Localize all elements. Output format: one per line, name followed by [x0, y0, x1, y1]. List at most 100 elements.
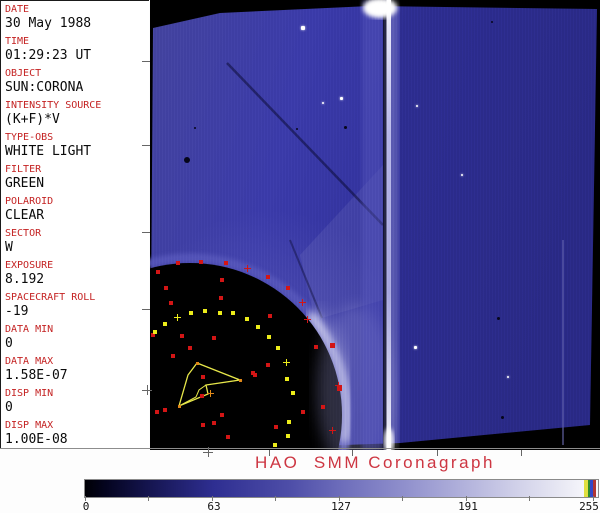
dust-speck	[184, 157, 190, 163]
diagonal-shadow-2	[289, 239, 323, 319]
roi-vertex-dot	[238, 378, 242, 382]
calibration-dot-yellow	[153, 330, 157, 334]
calibration-dot-red	[163, 408, 167, 412]
colorbar-tick-label: 191	[458, 500, 478, 513]
calibration-dot-yellow	[267, 335, 271, 339]
calibration-cross-yellow	[176, 313, 178, 321]
calibration-dot-yellow	[203, 309, 207, 313]
colorbar-tick-label: 255	[579, 500, 599, 513]
calibration-dot-yellow	[276, 346, 280, 350]
metadata-value: WHITE LIGHT	[5, 144, 92, 159]
colorbar-gradient	[85, 480, 598, 497]
metadata-label: SECTOR	[5, 228, 42, 239]
colorbar-major-tick	[339, 496, 340, 501]
dust-speck	[296, 128, 298, 130]
metadata-panel: DATE 30 May 1988 TIME 01:29:23 UT OBJECT SUN:…	[0, 0, 149, 448]
roi-vertex-dot	[177, 404, 181, 408]
calibration-dot-yellow	[256, 325, 260, 329]
intensity-colorbar	[84, 479, 599, 498]
colorbar-major-tick	[85, 496, 86, 501]
metadata-label: INTENSITY SOURCE	[5, 100, 102, 111]
colorbar-major-tick	[466, 496, 467, 501]
dust-speck	[194, 127, 196, 129]
metadata-value: SUN:CORONA	[5, 80, 84, 95]
yellow-stripe	[584, 480, 588, 497]
coronagraph-field	[150, 0, 597, 450]
metadata-field: SECTOR W	[5, 227, 149, 259]
metadata-field: POLAROID CLEAR	[5, 195, 149, 227]
fiducial-tick-left	[142, 145, 150, 146]
right-shade	[400, 6, 597, 443]
calibration-dot-red	[164, 286, 168, 290]
metadata-value: 30 May 1988	[5, 16, 92, 31]
calibration-dot-yellow	[286, 434, 290, 438]
colorbar-tick-label: 63	[207, 500, 221, 513]
colorbar-minor-tick	[529, 496, 530, 501]
metadata-label: DATA MAX	[5, 356, 54, 367]
calibration-cross-red	[306, 315, 308, 323]
metadata-label: OBJECT	[5, 68, 42, 79]
calibration-dot-red	[251, 371, 255, 375]
calibration-dot-red	[212, 336, 216, 340]
star-point	[301, 26, 305, 30]
colorbar-major-tick	[593, 496, 594, 501]
calibration-dot-red	[336, 385, 342, 391]
calibration-dot-red	[286, 286, 290, 290]
calibration-dot-red	[169, 301, 173, 305]
roi-polygon-inner-line	[178, 384, 207, 407]
calibration-dot-red	[220, 278, 224, 282]
metadata-field: DATE 30 May 1988	[5, 3, 149, 35]
metadata-value: 1.58E-07	[5, 368, 68, 383]
faint-column	[562, 240, 564, 445]
star-point	[322, 102, 324, 104]
fiducial-cross-left	[146, 385, 148, 395]
calibration-cross-yellow	[285, 358, 287, 366]
coronagraph-image	[150, 0, 600, 450]
colorbar-minor-tick	[402, 496, 403, 501]
metadata-value: W	[5, 240, 13, 255]
calibration-dot-yellow	[245, 317, 249, 321]
occulter-disk	[150, 263, 342, 450]
calibration-cross-red	[331, 426, 333, 434]
calibration-dot-red	[314, 345, 318, 349]
metadata-value: GREEN	[5, 176, 45, 191]
calibration-dot-red	[201, 375, 205, 379]
metadata-field: DATA MAX 1.58E-07	[5, 355, 149, 387]
calibration-dot-yellow	[273, 443, 277, 447]
colorbar-minor-tick	[148, 496, 149, 501]
metadata-value: CLEAR	[5, 208, 45, 223]
calibration-dot-yellow	[285, 377, 289, 381]
calibration-dot-red	[329, 342, 335, 348]
calibration-dot-red	[171, 354, 175, 358]
pylon-bottom-blob	[384, 428, 394, 450]
calibration-dot-red	[268, 314, 272, 318]
calibration-dot-red	[274, 425, 278, 429]
fiducial-tick-bottom	[437, 450, 438, 456]
fiducial-cross-bottom	[207, 447, 209, 457]
metadata-value: 01:29:23 UT	[5, 48, 92, 63]
calibration-dot-red	[155, 410, 159, 414]
calibration-cross-red	[337, 381, 339, 389]
fiducial-tick-left	[142, 309, 150, 310]
colorbar-major-tick	[212, 496, 213, 501]
calibration-dot-red	[220, 413, 224, 417]
pylon-dark-line	[383, 0, 387, 450]
metadata-label: DATE	[5, 4, 30, 15]
metadata-value: 0	[5, 400, 13, 415]
fiducial-tick-left	[142, 232, 150, 233]
calibration-dot-red	[253, 373, 257, 377]
metadata-field: OBJECT SUN:CORONA	[5, 67, 149, 99]
metadata-field: EXPOSURE 8.192	[5, 259, 149, 291]
calibration-dot-red	[188, 346, 192, 350]
diagonal-shadow	[226, 62, 384, 226]
calibration-dot-red	[266, 363, 270, 367]
metadata-label: FILTER	[5, 164, 42, 175]
image-bottom-border	[0, 448, 600, 449]
calibration-dot-red	[321, 405, 325, 409]
dust-speck	[343, 125, 347, 129]
metadata-label: TYPE-OBS	[5, 132, 54, 143]
fiducial-tick-left	[142, 61, 150, 62]
calibration-dot-red	[200, 394, 204, 398]
page-title: HAO SMM Coronagraph	[255, 453, 495, 472]
star-point	[416, 105, 418, 107]
